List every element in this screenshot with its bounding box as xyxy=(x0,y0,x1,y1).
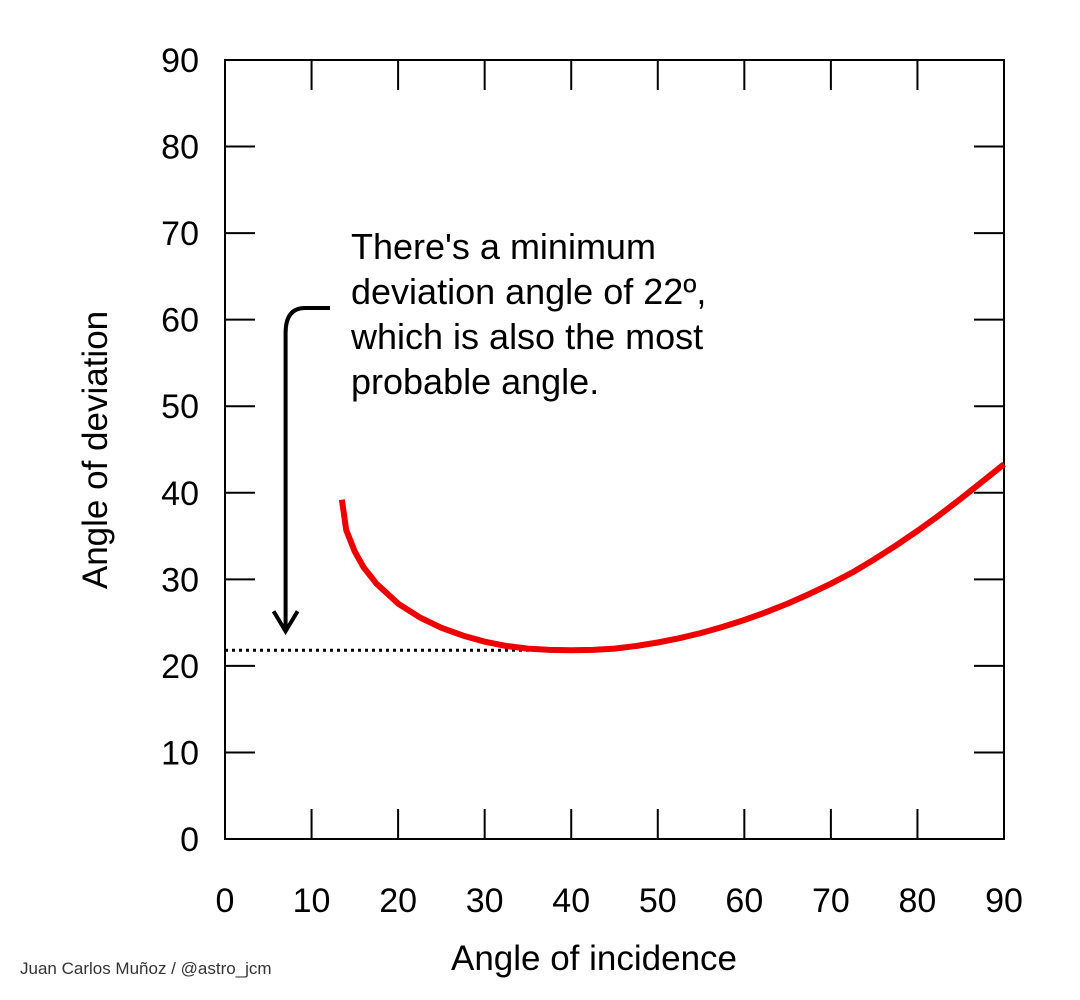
axis-ticks xyxy=(224,59,1005,840)
y-tick-label: 70 xyxy=(161,215,199,253)
y-tick-label: 30 xyxy=(161,561,199,599)
plot-frame xyxy=(224,59,1005,840)
y-tick-label: 20 xyxy=(161,648,199,686)
x-tick-label: 70 xyxy=(812,882,850,920)
x-tick-label: 0 xyxy=(216,882,235,920)
annotation-text-line: which is also the most xyxy=(350,316,703,357)
credit-text: Juan Carlos Muñoz / @astro_jcm xyxy=(20,959,272,978)
x-tick-label: 90 xyxy=(985,882,1023,920)
y-tick-label: 80 xyxy=(161,129,199,167)
x-tick-label: 50 xyxy=(639,882,677,920)
x-tick-label: 80 xyxy=(899,882,937,920)
annotation-text-line: probable angle. xyxy=(351,361,599,402)
y-tick-label: 40 xyxy=(161,475,199,513)
x-tick-label: 60 xyxy=(725,882,763,920)
tick-labels: 0 10 20 30 40 50 60 70 80 90 0 10 20 30 40 50 60 70 80 90 xyxy=(161,42,1023,920)
x-tick-label: 10 xyxy=(293,882,331,920)
series-layer xyxy=(338,461,1006,654)
y-tick-label: 60 xyxy=(161,302,199,340)
x-tick-label: 20 xyxy=(379,882,417,920)
x-tick-label: 30 xyxy=(466,882,504,920)
annotation-arrow-head xyxy=(271,610,300,636)
x-tick-label: 40 xyxy=(552,882,590,920)
x-axis-label: Angle of incidence xyxy=(451,939,737,978)
y-tick-label: 90 xyxy=(161,42,199,80)
annotation-text-line: deviation angle of 22º, xyxy=(351,271,706,312)
deviation-curve-line xyxy=(338,461,1006,654)
y-tick-label: 10 xyxy=(161,734,199,772)
y-tick-label: 50 xyxy=(161,388,199,426)
y-axis-label: Angle of deviation xyxy=(76,311,115,589)
y-tick-label: 0 xyxy=(180,821,199,859)
annotation-arrow-shaft xyxy=(283,306,330,632)
annotation-text-line: There's a minimum xyxy=(351,226,656,267)
